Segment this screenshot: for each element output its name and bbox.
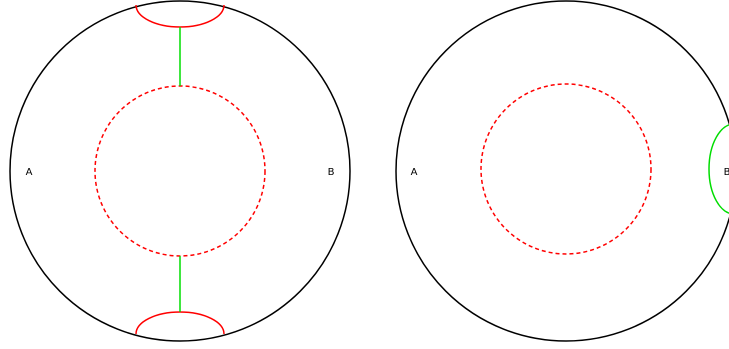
right-panel: A B xyxy=(395,0,729,342)
right-green-loop xyxy=(708,124,729,214)
right-label-a: A xyxy=(411,167,418,178)
left-panel: A B xyxy=(9,0,351,342)
left-inner-dashed-circle xyxy=(94,85,266,257)
left-bottom-red-arc xyxy=(135,311,225,335)
right-outer-disk-boundary xyxy=(395,0,729,342)
right-label-b: B xyxy=(724,167,729,178)
left-top-red-arc xyxy=(135,4,225,28)
left-label-a: A xyxy=(26,167,33,178)
left-outer-disk-boundary xyxy=(9,0,351,342)
left-label-b: B xyxy=(328,167,335,178)
right-inner-dashed-circle xyxy=(480,83,652,255)
